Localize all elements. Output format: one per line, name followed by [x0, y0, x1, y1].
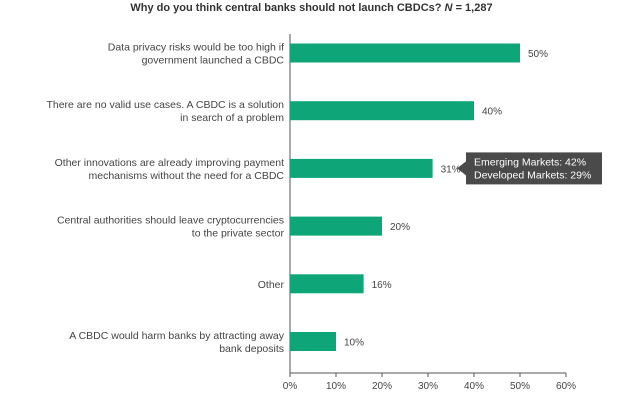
value-label: 10%	[344, 338, 364, 349]
x-tick-label: 10%	[326, 381, 346, 392]
callout-pointer	[457, 161, 466, 176]
category-label: A CBDC would harm banks by attracting aw…	[69, 330, 285, 355]
category-label-line: bank deposits	[219, 343, 284, 355]
category-label-line: There are no valid use cases. A CBDC is …	[46, 99, 284, 111]
category-label-line: Other	[258, 279, 285, 291]
category-label-line: Data privacy risks would be too high if	[108, 42, 284, 54]
bar	[290, 274, 364, 294]
category-label: Central authorities should leave cryptoc…	[57, 215, 285, 240]
callout-line: Emerging Markets: 42%	[474, 156, 586, 168]
market-callout: Emerging Markets: 42%Developed Markets: …	[457, 152, 602, 185]
sample-size-label: N	[444, 2, 453, 14]
chart-title-text: Why do you think central banks should no…	[130, 2, 442, 14]
bar	[290, 101, 474, 121]
bar	[290, 158, 433, 178]
value-label: 16%	[372, 280, 392, 291]
category-label-line: Central authorities should leave cryptoc…	[57, 215, 284, 227]
x-tick-label: 30%	[418, 381, 438, 392]
x-tick-label: 40%	[464, 381, 484, 392]
x-tick-label: 60%	[556, 381, 576, 392]
value-label: 20%	[390, 222, 410, 233]
value-label: 50%	[528, 49, 548, 60]
value-label: 40%	[482, 107, 502, 118]
category-label-line: mechanisms without the need for a CBDC	[88, 170, 284, 182]
category-label: Data privacy risks would be too high if g…	[108, 42, 285, 67]
value-label: 31%	[441, 164, 461, 175]
category-label-line: government launched a CBDC	[142, 55, 285, 67]
x-tick-label: 50%	[510, 381, 530, 392]
callout-line: Developed Markets: 29%	[474, 169, 591, 181]
category-label-line: A CBDC would harm banks by attracting aw…	[69, 330, 285, 342]
bar	[290, 216, 382, 236]
category-label: Other innovations are already improving …	[55, 157, 285, 182]
category-label: Other	[258, 279, 285, 291]
bar	[290, 43, 520, 63]
category-label: There are no valid use cases. A CBDC is …	[46, 99, 284, 124]
category-label-line: Other innovations are already improving …	[55, 157, 284, 169]
x-tick-label: 0%	[283, 381, 298, 392]
x-tick-label: 20%	[372, 381, 392, 392]
sample-size-value: = 1,287	[455, 2, 493, 14]
bar	[290, 332, 336, 351]
category-label-line: in search of a problem	[180, 112, 284, 124]
chart-title: Why do you think central banks should no…	[0, 2, 623, 14]
category-label-line: to the private sector	[192, 228, 285, 240]
callout-box	[466, 152, 602, 185]
